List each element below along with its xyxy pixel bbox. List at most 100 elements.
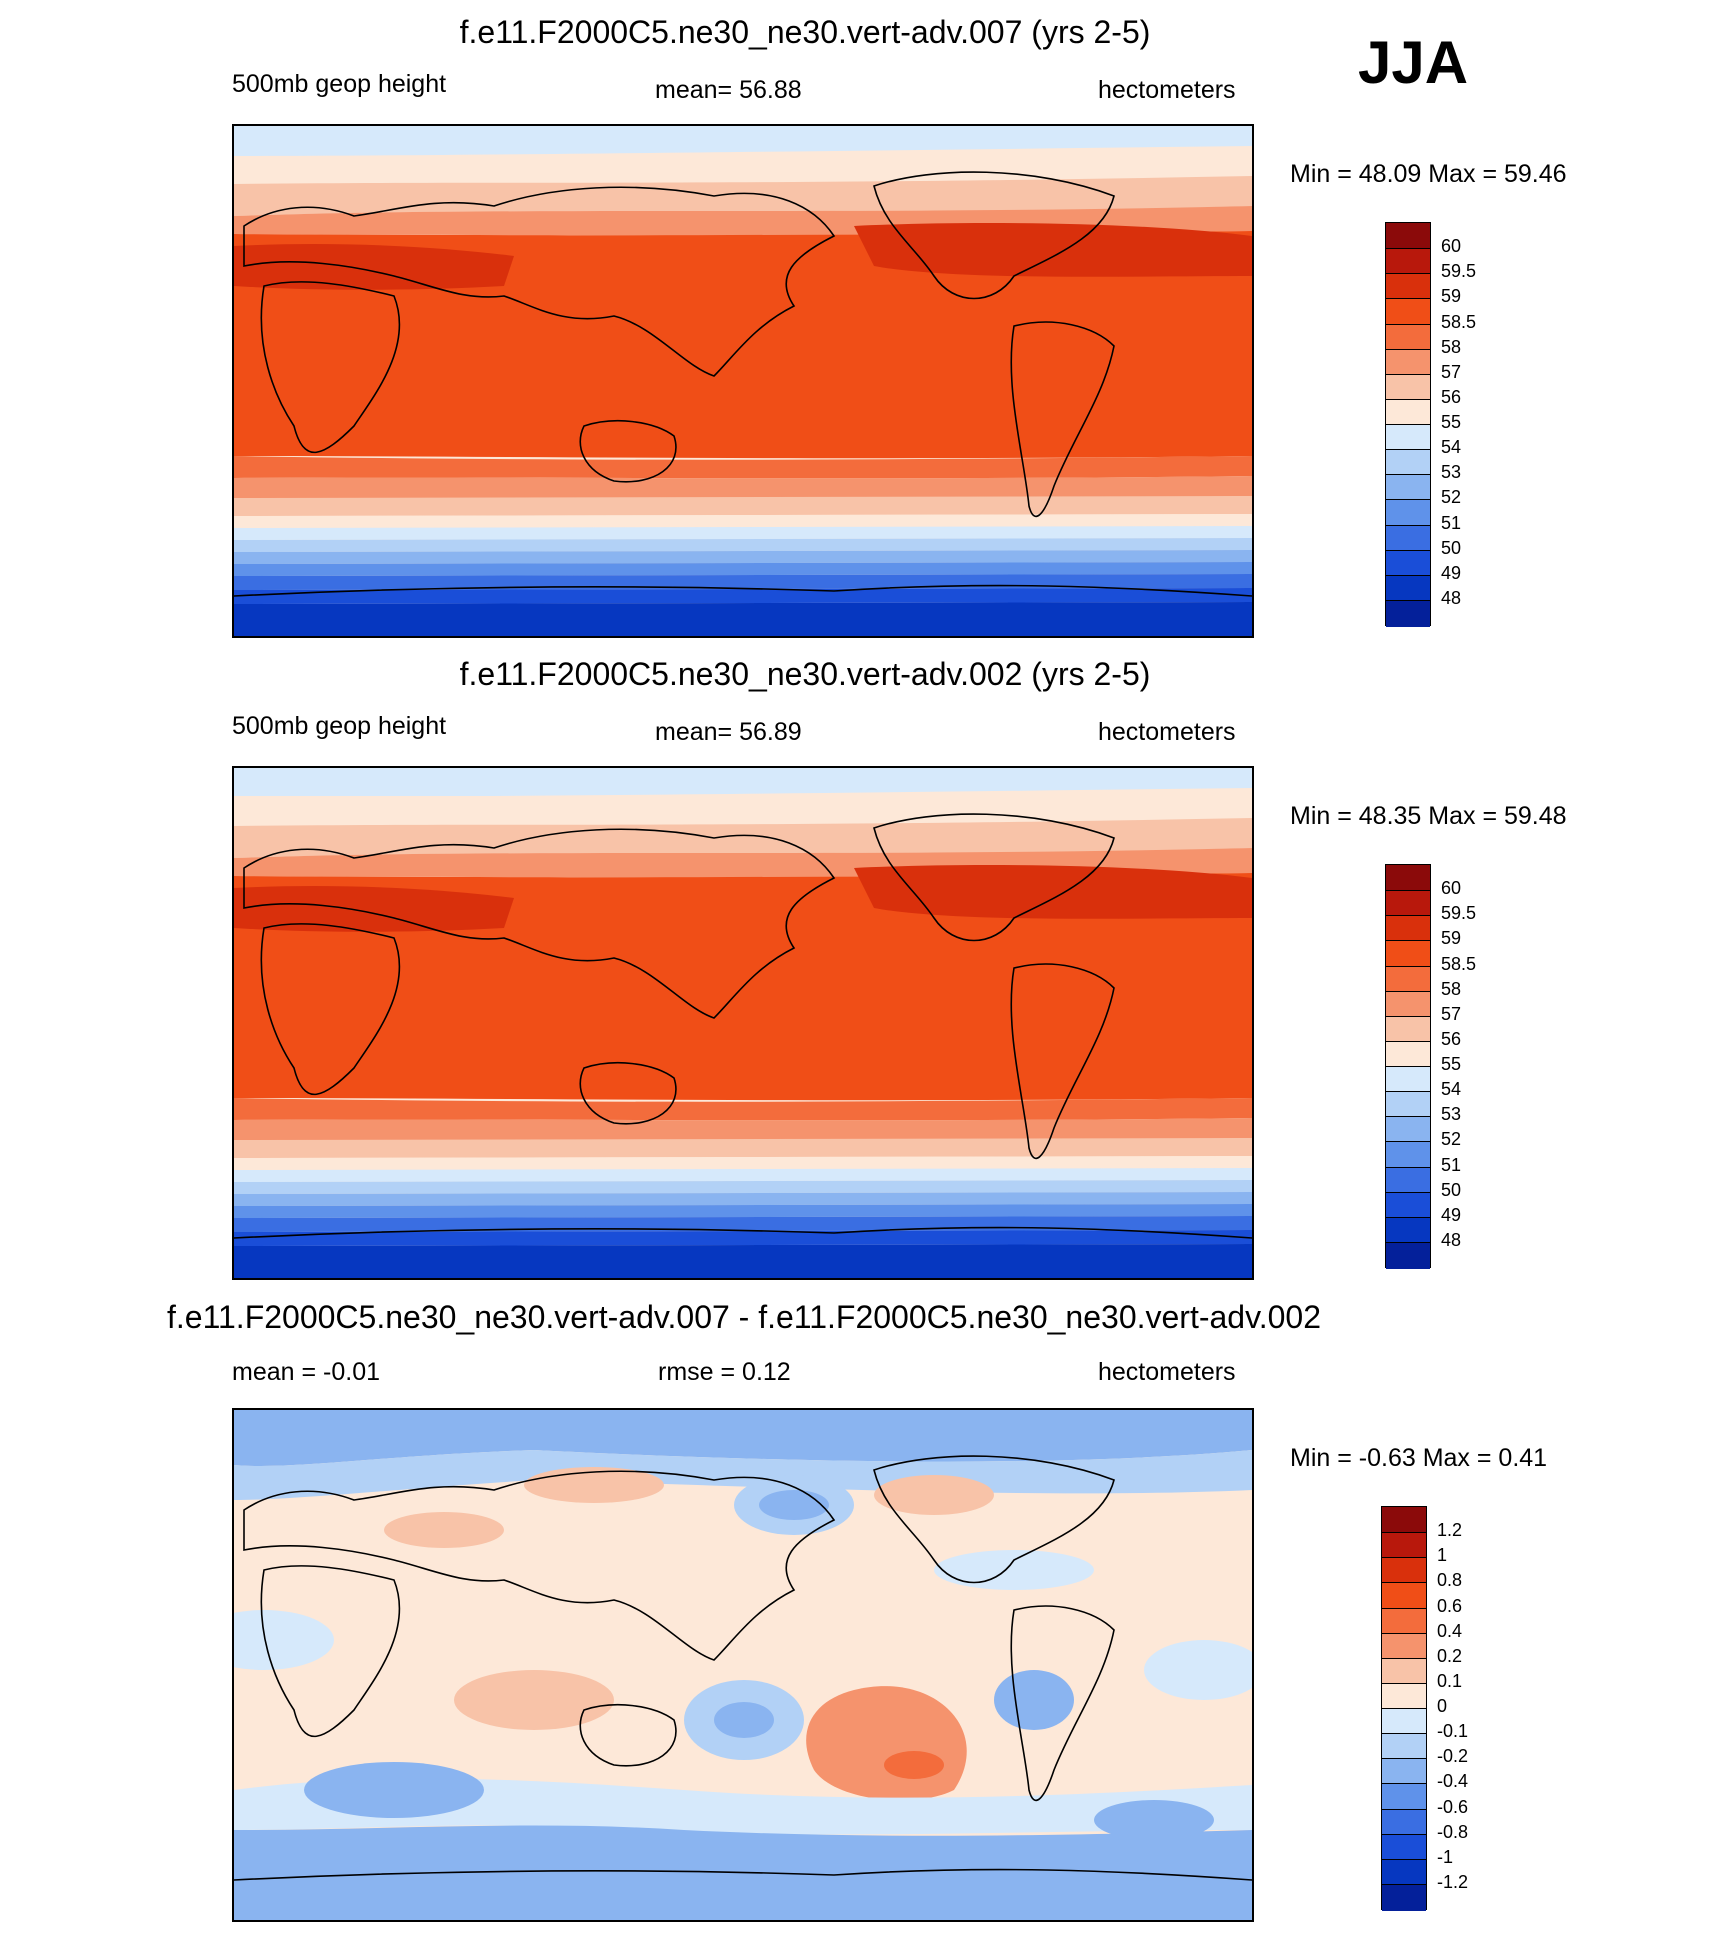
colorbar-label: 60 [1441,878,1462,899]
panel-3-units-label: hectometers [1098,1358,1236,1386]
colorbar-label: 0 [1437,1696,1448,1716]
colorbar-label: 56 [1441,386,1462,407]
colorbar-swatch [1382,1783,1426,1810]
panel-2-title: f.e11.F2000C5.ne30_ne30.vert-adv.002 (yr… [459,656,1151,692]
colorbar-label: 56 [1441,1028,1462,1049]
colorbar-swatch [1382,1758,1426,1785]
colorbar-swatch [1386,424,1430,451]
colorbar-swatch [1386,890,1430,917]
colorbar-swatch [1386,449,1430,476]
colorbar-swatch [1386,574,1430,602]
panel-2-map [232,766,1254,1280]
panel-3-minmax: Min = -0.63 Max = 0.41 [1290,1444,1548,1472]
colorbar-label: 59 [1441,286,1462,307]
colorbar-swatch [1382,1657,1426,1685]
colorbar-label: 53 [1441,1104,1462,1125]
colorbar-swatch [1382,1532,1426,1559]
colorbar-label: 1.2 [1437,1520,1463,1541]
colorbar-swatch [1386,298,1430,325]
colorbar-swatch [1382,1507,1426,1533]
colorbar-swatch [1386,915,1430,942]
panel-3-map [232,1408,1254,1922]
colorbar-label: 54 [1441,1079,1462,1100]
colorbar-swatch [1386,474,1430,501]
colorbar-swatch [1386,348,1430,376]
colorbar-label: 57 [1441,1003,1462,1024]
colorbar-label: 48 [1441,587,1462,608]
colorbar-label: 58 [1441,978,1462,999]
colorbar-swatch [1386,1166,1430,1194]
colorbar-swatch [1386,223,1430,249]
colorbar-label: 58 [1441,336,1462,357]
colorbar-swatch [1386,549,1430,577]
colorbar-label: -1 [1437,1846,1454,1867]
colorbar-swatch [1386,1191,1430,1219]
colorbar-swatch [1386,499,1430,526]
panel-2-colorbar [1385,864,1431,1269]
colorbar-label: -0.6 [1437,1796,1469,1817]
panel-1-minmax: Min = 48.09 Max = 59.46 [1290,160,1567,188]
colorbar-swatch [1386,1241,1430,1269]
colorbar-swatch [1382,1607,1426,1635]
colorbar-swatch [1382,1733,1426,1760]
colorbar-label: 0.2 [1437,1645,1463,1666]
panel-2-mean-label: mean= 56.89 [655,718,802,746]
colorbar-label: 60 [1441,236,1462,257]
colorbar-label: 54 [1441,437,1462,458]
panel-3-map-field [234,1410,1252,1920]
colorbar-label: 57 [1441,361,1462,382]
colorbar-label: 49 [1441,562,1462,583]
colorbar-swatch [1382,1582,1426,1609]
colorbar-label: 52 [1441,487,1462,508]
colorbar-label: -0.2 [1437,1746,1469,1767]
colorbar-label: 58.5 [1441,953,1477,974]
colorbar-label: 1 [1437,1545,1448,1566]
colorbar-swatch [1386,1141,1430,1168]
panel-1-units-label: hectometers [1098,76,1236,104]
colorbar-swatch [1382,1883,1426,1911]
colorbar-label: 59.5 [1441,261,1477,282]
colorbar-swatch [1386,373,1430,401]
colorbar-label: 55 [1441,1054,1462,1074]
colorbar-label: 0.4 [1437,1620,1463,1641]
colorbar-swatch [1386,1015,1430,1043]
colorbar-label: 59 [1441,928,1462,949]
panel-1-colorbar [1385,222,1431,627]
colorbar-swatch [1382,1808,1426,1836]
colorbar-swatch [1382,1833,1426,1861]
colorbar-label: -1.2 [1437,1871,1469,1892]
panel-3-title: f.e11.F2000C5.ne30_ne30.vert-adv.007 - f… [167,1299,1321,1335]
panel-3-rmse-label: rmse = 0.12 [658,1358,791,1386]
panel-1-variable-label: 500mb geop height [232,70,447,98]
colorbar-swatch [1382,1708,1426,1735]
panel-1-title: f.e11.F2000C5.ne30_ne30.vert-adv.007 (yr… [459,14,1151,50]
panel-3-mean-label: mean = -0.01 [232,1358,381,1386]
colorbar-swatch [1386,524,1430,552]
colorbar-label: -0.1 [1437,1721,1469,1742]
colorbar-swatch [1386,1066,1430,1093]
panel-1-mean-label: mean= 56.88 [655,76,802,104]
colorbar-label: 51 [1441,1154,1462,1175]
colorbar-swatch [1382,1858,1426,1886]
colorbar-label: 53 [1441,462,1462,483]
colorbar-swatch [1386,1091,1430,1118]
colorbar-label: 50 [1441,1179,1462,1200]
colorbar-label: 51 [1441,512,1462,533]
season-label: JJA [1358,29,1469,96]
colorbar-label: 52 [1441,1129,1462,1150]
colorbar-label: 59.5 [1441,903,1477,924]
colorbar-swatch [1386,865,1430,891]
colorbar-swatch [1386,599,1430,627]
panel-3-colorbar [1381,1506,1427,1911]
colorbar-swatch [1386,398,1430,426]
panel-2-units-label: hectometers [1098,718,1236,746]
panel-2-variable-label: 500mb geop height [232,712,447,740]
colorbar-label: 0.6 [1437,1595,1463,1616]
panel-1-map [232,124,1254,638]
colorbar-swatch [1386,273,1430,300]
colorbar-swatch [1386,1116,1430,1143]
colorbar-swatch [1386,990,1430,1018]
colorbar-label: 50 [1441,537,1462,558]
colorbar-swatch [1382,1632,1426,1660]
colorbar-label: 55 [1441,412,1462,432]
